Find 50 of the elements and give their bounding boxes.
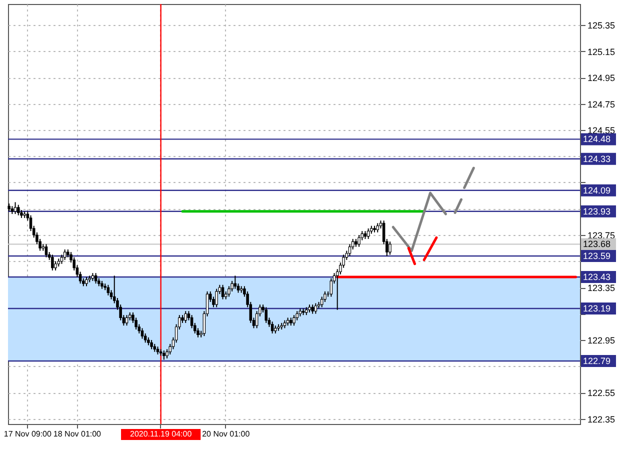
ref-line-label: 123.59 [583, 251, 611, 261]
candlestick [85, 276, 88, 287]
y-tick-label: 125.15 [588, 46, 616, 57]
y-tick-label: 125.35 [588, 20, 616, 30]
y-tick-label: 122.55 [588, 388, 616, 398]
candlestick [366, 228, 370, 240]
ref-line-label: 123.93 [583, 206, 611, 216]
candlestick [16, 204, 20, 216]
candlestick [94, 272, 98, 284]
candlestick [63, 248, 66, 260]
y-tick-label: 124.95 [588, 73, 616, 83]
candlestick [14, 202, 17, 214]
candlestick [292, 314, 296, 326]
candlestick [140, 328, 144, 340]
candlestick [106, 284, 110, 296]
candlestick [125, 314, 128, 326]
ref-line-label: 124.33 [583, 154, 611, 164]
candlestick [376, 222, 379, 233]
x-tick-label: 20 Nov 01:00 [202, 430, 250, 438]
candlestick [314, 302, 318, 314]
x-tick-label: 2020.11.19 04:00 [130, 430, 192, 438]
candlestick [51, 254, 54, 271]
candlestick [358, 234, 360, 248]
candlestick [234, 275, 237, 290]
ref-line-label: 123.19 [583, 304, 611, 314]
x-tick-label: 18 Nov 01:00 [53, 430, 102, 438]
candlestick [54, 260, 57, 271]
ref-line-label: 124.09 [583, 185, 611, 196]
ref-line-label: 124.48 [583, 134, 611, 144]
y-tick-label: 123.35 [588, 283, 616, 293]
candlestick [311, 304, 314, 314]
candlestick [44, 244, 48, 258]
ref-line-label: 122.79 [583, 356, 611, 366]
y-tick-label: 123.75 [588, 230, 616, 240]
y-tick-label: 122.95 [588, 336, 616, 346]
candlestick [221, 284, 224, 300]
x-tick-label: 17 Nov 09:00 [4, 430, 52, 438]
candlestick [388, 241, 392, 256]
ref-line-label: 123.68 [583, 239, 611, 250]
candlestick [162, 350, 166, 360]
line-series [392, 192, 447, 252]
ref-line-label: 123.43 [583, 272, 611, 282]
y-tick-label: 124.75 [588, 99, 616, 110]
candlestick [150, 340, 153, 350]
candlestick [215, 288, 218, 308]
candlestick [264, 306, 268, 324]
candlestick [270, 321, 274, 334]
y-tick-label: 124.55 [588, 126, 616, 136]
y-tick-label: 122.35 [588, 414, 616, 424]
candlestick [184, 310, 187, 324]
